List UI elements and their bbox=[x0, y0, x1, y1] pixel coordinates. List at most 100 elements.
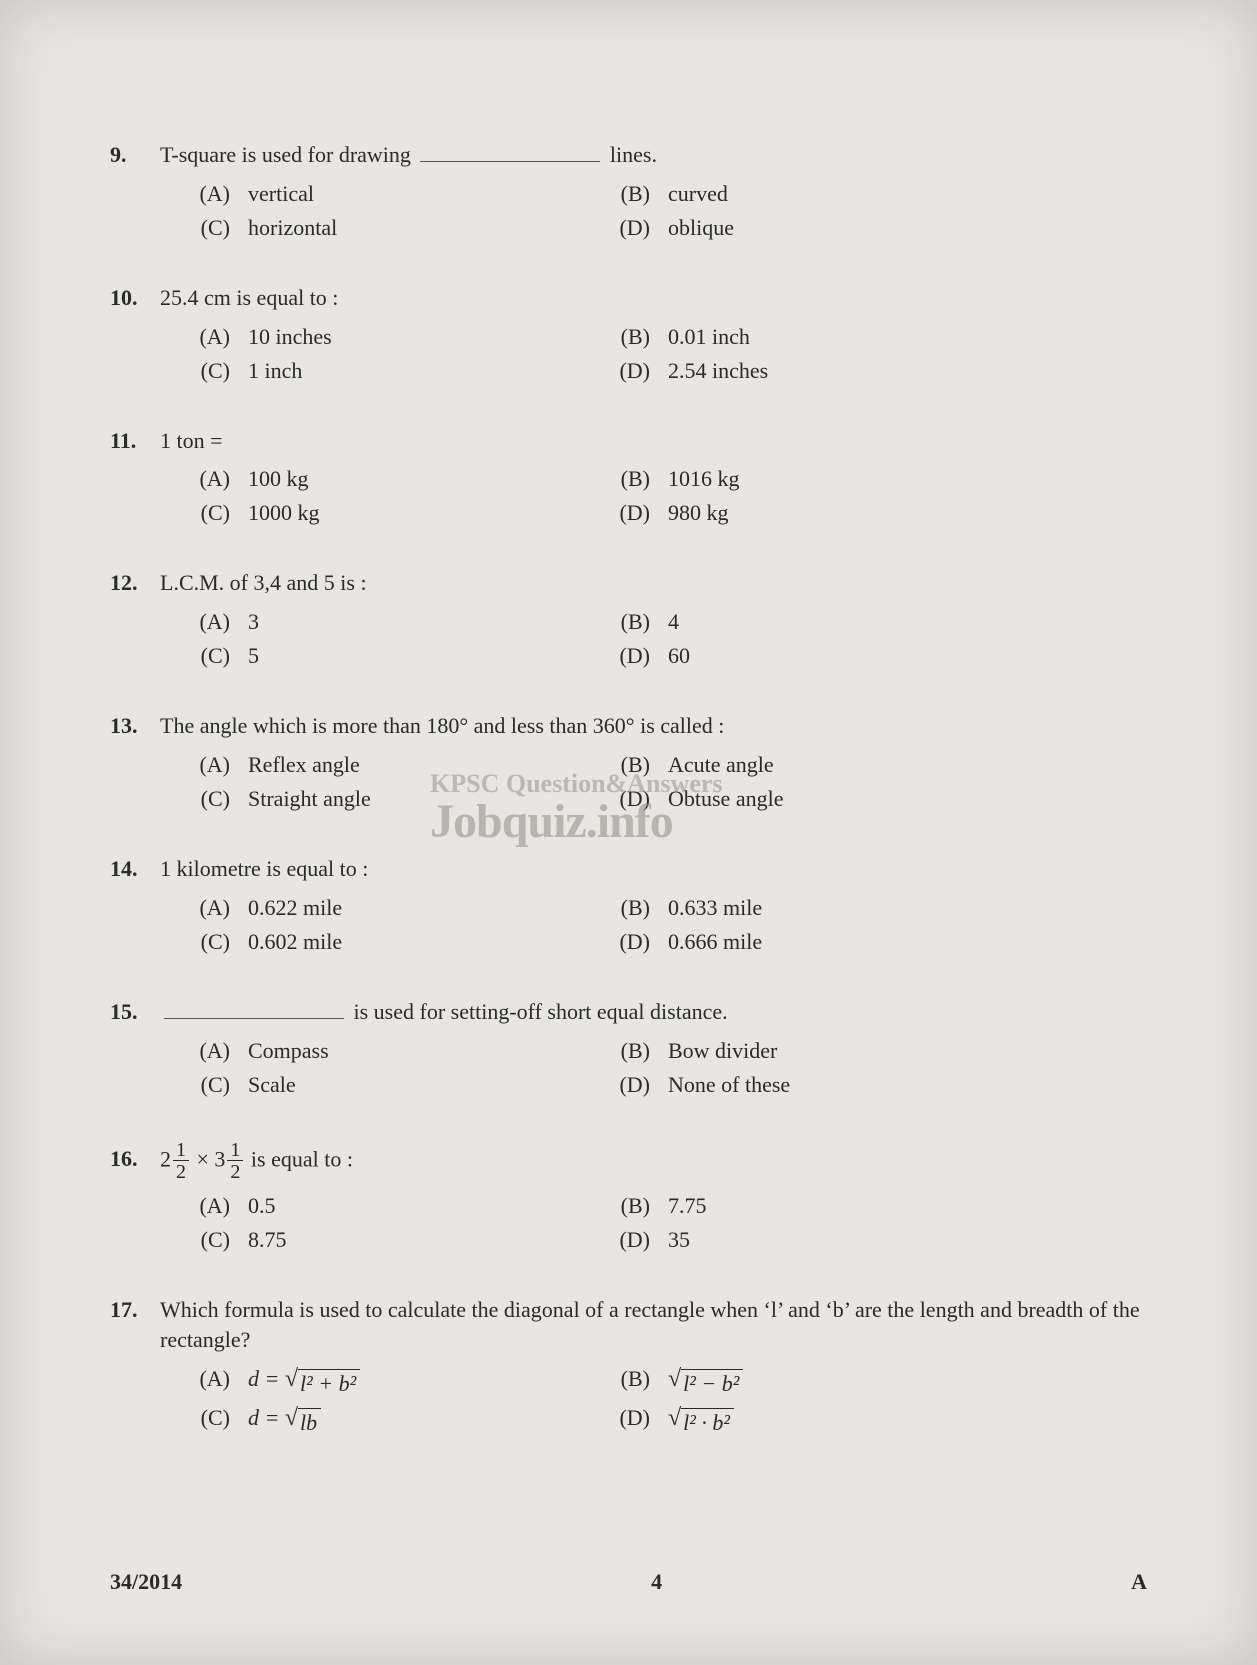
option-label-d: (D) bbox=[580, 215, 668, 241]
question-text: Which formula is used to calculate the d… bbox=[160, 1295, 1147, 1357]
option-label-b: (B) bbox=[580, 752, 668, 778]
option-label-a: (A) bbox=[160, 466, 248, 492]
question-number: 14. bbox=[110, 856, 160, 882]
option-a: Compass bbox=[248, 1038, 580, 1064]
option-label-a: (A) bbox=[160, 895, 248, 921]
option-b: 1016 kg bbox=[668, 466, 740, 492]
option-label-b: (B) bbox=[580, 466, 668, 492]
sqrt-icon: √l² + b² bbox=[285, 1367, 360, 1397]
option-label-a: (A) bbox=[160, 752, 248, 778]
option-b: 0.01 inch bbox=[668, 324, 750, 350]
question-17: 17. Which formula is used to calculate t… bbox=[110, 1295, 1147, 1437]
option-d: None of these bbox=[668, 1072, 790, 1098]
option-label-b: (B) bbox=[580, 1038, 668, 1064]
option-label-a: (A) bbox=[160, 1366, 248, 1392]
option-c: 8.75 bbox=[248, 1227, 580, 1253]
option-label-c: (C) bbox=[160, 643, 248, 669]
options: (A)10 inches (B)0.01 inch (C)1 inch (D)2… bbox=[160, 324, 1147, 384]
option-label-a: (A) bbox=[160, 1193, 248, 1219]
frac-whole2: 3 bbox=[214, 1146, 225, 1171]
question-14: 14. 1 kilometre is equal to : (A)0.622 m… bbox=[110, 854, 1147, 955]
sqrt-icon: √l² − b² bbox=[668, 1367, 743, 1397]
question-text: T-square is used for drawing lines. bbox=[160, 140, 1147, 171]
option-a: Reflex angle bbox=[248, 752, 580, 778]
footer-center: 4 bbox=[651, 1569, 662, 1595]
option-a: 3 bbox=[248, 609, 580, 635]
option-label-c: (C) bbox=[160, 1072, 248, 1098]
option-b: 7.75 bbox=[668, 1193, 707, 1219]
question-text: 1 kilometre is equal to : bbox=[160, 854, 1147, 885]
blank-line bbox=[164, 1018, 344, 1019]
option-c-formula: d = √lb bbox=[248, 1405, 580, 1436]
option-d: Obtuse angle bbox=[668, 786, 783, 812]
option-c: horizontal bbox=[248, 215, 580, 241]
fraction-1: 12 bbox=[173, 1140, 189, 1183]
option-a: vertical bbox=[248, 181, 580, 207]
question-number: 15. bbox=[110, 999, 160, 1025]
option-d: oblique bbox=[668, 215, 734, 241]
footer-right: A bbox=[1131, 1569, 1147, 1595]
option-label-d: (D) bbox=[580, 1405, 668, 1431]
option-a: 100 kg bbox=[248, 466, 580, 492]
option-label-c: (C) bbox=[160, 358, 248, 384]
option-d: 0.666 mile bbox=[668, 929, 762, 955]
option-d: 60 bbox=[668, 643, 690, 669]
exam-page: KPSC Question&Answers Jobquiz.info 9. T-… bbox=[0, 0, 1257, 1665]
option-label-b: (B) bbox=[580, 324, 668, 350]
option-label-c: (C) bbox=[160, 215, 248, 241]
option-a: 0.5 bbox=[248, 1193, 580, 1219]
footer-left: 34/2014 bbox=[110, 1569, 182, 1595]
option-label-d: (D) bbox=[580, 929, 668, 955]
question-text: 212 × 312 is equal to : bbox=[160, 1140, 1147, 1183]
options: (A)3 (B)4 (C)5 (D)60 bbox=[160, 609, 1147, 669]
option-label-d: (D) bbox=[580, 1227, 668, 1253]
sqrt-icon: √lb bbox=[285, 1406, 321, 1436]
options: (A)0.5 (B)7.75 (C)8.75 (D)35 bbox=[160, 1193, 1147, 1253]
option-label-c: (C) bbox=[160, 929, 248, 955]
option-label-c: (C) bbox=[160, 1405, 248, 1431]
question-13: 13. The angle which is more than 180° an… bbox=[110, 711, 1147, 812]
option-label-a: (A) bbox=[160, 324, 248, 350]
option-label-b: (B) bbox=[580, 181, 668, 207]
option-label-c: (C) bbox=[160, 786, 248, 812]
option-label-d: (D) bbox=[580, 358, 668, 384]
option-a: 0.622 mile bbox=[248, 895, 580, 921]
options: (A) d = √l² + b² (B) √l² − b² (C) bbox=[160, 1366, 1147, 1436]
option-a: 10 inches bbox=[248, 324, 580, 350]
option-label-a: (A) bbox=[160, 181, 248, 207]
fraction-2: 12 bbox=[227, 1140, 243, 1183]
question-10: 10. 25.4 cm is equal to : (A)10 inches (… bbox=[110, 283, 1147, 384]
question-number: 17. bbox=[110, 1297, 160, 1323]
option-label-c: (C) bbox=[160, 1227, 248, 1253]
question-number: 10. bbox=[110, 285, 160, 311]
option-c: 5 bbox=[248, 643, 580, 669]
page-footer: 34/2014 4 A bbox=[110, 1569, 1147, 1595]
question-number: 16. bbox=[110, 1146, 160, 1172]
option-b: 0.633 mile bbox=[668, 895, 762, 921]
option-d: 35 bbox=[668, 1227, 690, 1253]
option-c: 1000 kg bbox=[248, 500, 580, 526]
question-text: The angle which is more than 180° and le… bbox=[160, 711, 1147, 742]
question-15: 15. is used for setting-off short equal … bbox=[110, 997, 1147, 1098]
question-9: 9. T-square is used for drawing lines. (… bbox=[110, 140, 1147, 241]
option-label-d: (D) bbox=[580, 500, 668, 526]
question-12: 12. L.C.M. of 3,4 and 5 is : (A)3 (B)4 (… bbox=[110, 568, 1147, 669]
option-label-a: (A) bbox=[160, 1038, 248, 1064]
option-c: Straight angle bbox=[248, 786, 580, 812]
option-label-d: (D) bbox=[580, 1072, 668, 1098]
option-b: Bow divider bbox=[668, 1038, 777, 1064]
options: (A)Compass (B)Bow divider (C)Scale (D)No… bbox=[160, 1038, 1147, 1098]
blank-line bbox=[420, 161, 600, 162]
option-label-b: (B) bbox=[580, 1193, 668, 1219]
option-d: 2.54 inches bbox=[668, 358, 768, 384]
option-c: 1 inch bbox=[248, 358, 580, 384]
question-number: 13. bbox=[110, 713, 160, 739]
option-label-d: (D) bbox=[580, 643, 668, 669]
question-number: 12. bbox=[110, 570, 160, 596]
option-b-formula: √l² − b² bbox=[668, 1366, 743, 1397]
option-label-b: (B) bbox=[580, 609, 668, 635]
sqrt-icon: √l² · b² bbox=[668, 1406, 734, 1436]
option-b: Acute angle bbox=[668, 752, 774, 778]
question-11: 11. 1 ton = (A)100 kg (B)1016 kg (C)1000… bbox=[110, 426, 1147, 527]
option-c: 0.602 mile bbox=[248, 929, 580, 955]
